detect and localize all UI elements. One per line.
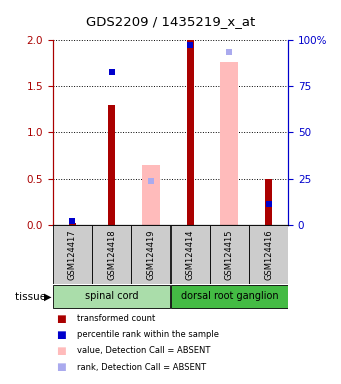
FancyBboxPatch shape <box>53 225 92 283</box>
Text: tissue: tissue <box>15 291 49 302</box>
Text: transformed count: transformed count <box>77 314 155 323</box>
FancyBboxPatch shape <box>249 225 288 283</box>
Text: percentile rank within the sample: percentile rank within the sample <box>77 330 219 339</box>
Bar <box>108 105 115 225</box>
Point <box>266 201 271 207</box>
Text: spinal cord: spinal cord <box>85 291 138 301</box>
FancyBboxPatch shape <box>170 225 210 283</box>
FancyBboxPatch shape <box>131 225 170 283</box>
Text: ■: ■ <box>56 330 66 340</box>
FancyBboxPatch shape <box>92 225 131 283</box>
Bar <box>221 63 238 225</box>
Point <box>109 69 114 75</box>
Point <box>226 49 232 55</box>
Text: ■: ■ <box>56 346 66 356</box>
Bar <box>187 40 194 225</box>
Point <box>266 201 271 207</box>
FancyBboxPatch shape <box>210 225 249 283</box>
Text: ■: ■ <box>56 362 66 372</box>
Text: GSM124417: GSM124417 <box>68 229 77 280</box>
Text: GDS2209 / 1435219_x_at: GDS2209 / 1435219_x_at <box>86 15 255 28</box>
Text: GSM124415: GSM124415 <box>225 229 234 280</box>
Text: GSM124418: GSM124418 <box>107 229 116 280</box>
Point <box>70 218 75 224</box>
Text: rank, Detection Call = ABSENT: rank, Detection Call = ABSENT <box>77 362 206 372</box>
FancyBboxPatch shape <box>170 285 288 308</box>
Text: ▶: ▶ <box>44 291 51 302</box>
Text: value, Detection Call = ABSENT: value, Detection Call = ABSENT <box>77 346 210 356</box>
Point <box>187 42 193 48</box>
Bar <box>265 179 272 225</box>
FancyBboxPatch shape <box>53 285 170 308</box>
Text: dorsal root ganglion: dorsal root ganglion <box>180 291 278 301</box>
Point <box>148 178 153 184</box>
Text: GSM124416: GSM124416 <box>264 229 273 280</box>
Bar <box>142 165 160 225</box>
Text: GSM124419: GSM124419 <box>146 229 155 280</box>
Text: ■: ■ <box>56 314 66 324</box>
Bar <box>69 223 76 225</box>
Text: GSM124414: GSM124414 <box>186 229 195 280</box>
